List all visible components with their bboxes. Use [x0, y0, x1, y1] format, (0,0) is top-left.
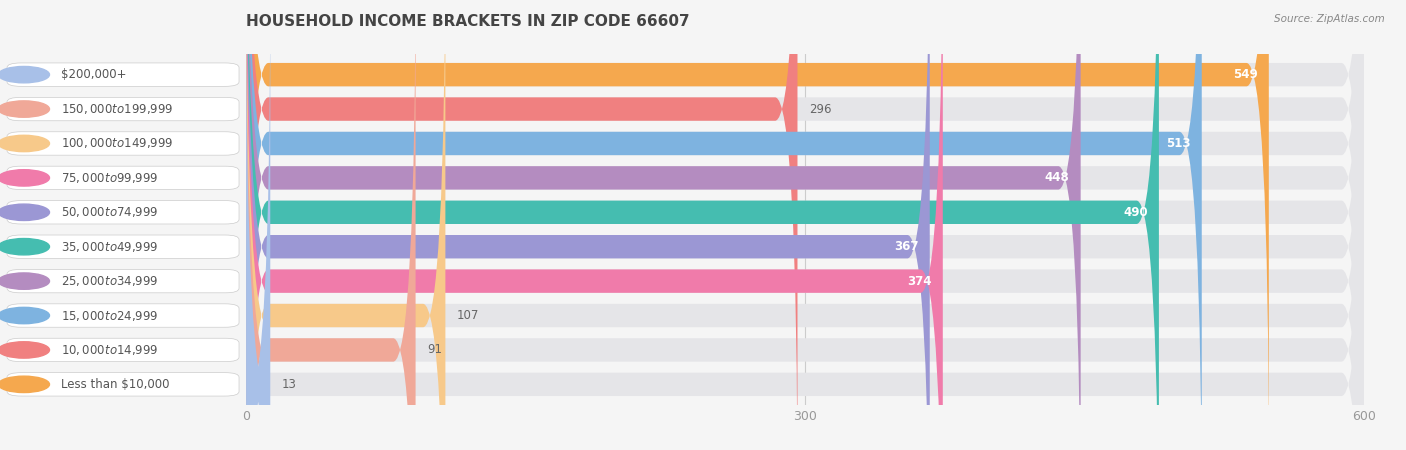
Text: 549: 549 — [1233, 68, 1257, 81]
FancyBboxPatch shape — [246, 0, 1364, 450]
FancyBboxPatch shape — [246, 0, 1268, 450]
FancyBboxPatch shape — [246, 0, 1159, 450]
FancyBboxPatch shape — [246, 0, 1364, 450]
Text: $35,000 to $49,999: $35,000 to $49,999 — [60, 240, 159, 254]
FancyBboxPatch shape — [246, 0, 446, 450]
FancyBboxPatch shape — [246, 0, 1364, 450]
FancyBboxPatch shape — [246, 0, 1364, 450]
Text: $25,000 to $34,999: $25,000 to $34,999 — [60, 274, 159, 288]
Text: $10,000 to $14,999: $10,000 to $14,999 — [60, 343, 159, 357]
FancyBboxPatch shape — [246, 0, 1364, 450]
FancyBboxPatch shape — [246, 0, 416, 450]
Text: 374: 374 — [907, 274, 932, 288]
Text: 107: 107 — [457, 309, 479, 322]
FancyBboxPatch shape — [246, 0, 929, 450]
FancyBboxPatch shape — [246, 0, 1081, 450]
FancyBboxPatch shape — [246, 0, 797, 450]
Text: $15,000 to $24,999: $15,000 to $24,999 — [60, 309, 159, 323]
FancyBboxPatch shape — [246, 0, 1364, 450]
Text: $200,000+: $200,000+ — [60, 68, 127, 81]
FancyBboxPatch shape — [246, 0, 1364, 450]
Text: Less than $10,000: Less than $10,000 — [60, 378, 169, 391]
FancyBboxPatch shape — [246, 0, 270, 450]
Text: 367: 367 — [894, 240, 918, 253]
Text: 448: 448 — [1045, 171, 1070, 184]
FancyBboxPatch shape — [246, 0, 1202, 450]
Text: $100,000 to $149,999: $100,000 to $149,999 — [60, 136, 173, 150]
Text: $75,000 to $99,999: $75,000 to $99,999 — [60, 171, 159, 185]
Text: 13: 13 — [281, 378, 297, 391]
FancyBboxPatch shape — [246, 0, 1364, 450]
FancyBboxPatch shape — [246, 0, 1364, 450]
Text: 513: 513 — [1166, 137, 1191, 150]
Text: HOUSEHOLD INCOME BRACKETS IN ZIP CODE 66607: HOUSEHOLD INCOME BRACKETS IN ZIP CODE 66… — [246, 14, 690, 28]
Text: $150,000 to $199,999: $150,000 to $199,999 — [60, 102, 173, 116]
FancyBboxPatch shape — [246, 0, 943, 450]
Text: 91: 91 — [427, 343, 441, 356]
FancyBboxPatch shape — [246, 0, 1364, 450]
Text: 490: 490 — [1123, 206, 1147, 219]
Text: 296: 296 — [808, 103, 831, 116]
Text: Source: ZipAtlas.com: Source: ZipAtlas.com — [1274, 14, 1385, 23]
Text: $50,000 to $74,999: $50,000 to $74,999 — [60, 205, 159, 219]
